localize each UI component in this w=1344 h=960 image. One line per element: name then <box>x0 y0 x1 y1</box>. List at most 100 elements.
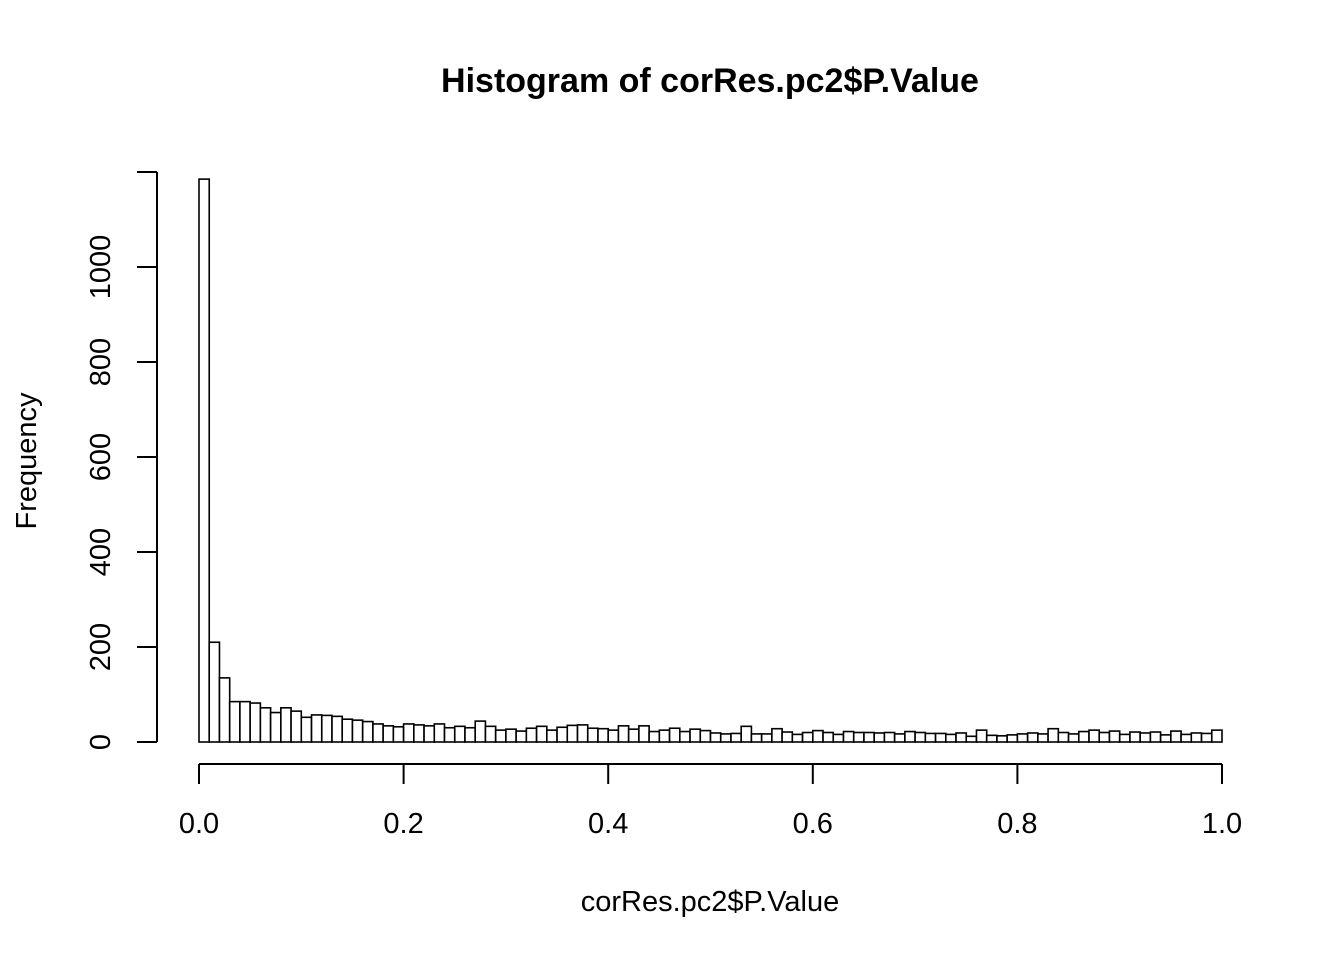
histogram-bar <box>198 178 211 743</box>
histogram-bar <box>1170 730 1182 743</box>
histogram-bar <box>679 730 691 743</box>
histogram-bar <box>750 733 763 743</box>
histogram-bar <box>505 728 517 743</box>
histogram-bar <box>832 733 845 743</box>
histogram-bar <box>1210 729 1223 743</box>
histogram-bar <box>719 733 732 743</box>
histogram-bar <box>546 729 558 743</box>
histogram-bar <box>1047 727 1060 743</box>
y-tick-label: 1000 <box>85 235 117 300</box>
x-tick-label: 1.0 <box>1202 808 1242 840</box>
histogram-bar <box>484 725 497 743</box>
histogram-bar <box>1118 733 1131 743</box>
histogram-bar <box>1006 734 1019 743</box>
histogram-bar <box>863 731 875 743</box>
histogram-bar <box>1159 734 1172 743</box>
y-tick-label: 0 <box>85 734 117 750</box>
histogram-bar <box>638 725 650 743</box>
histogram-bar <box>1088 729 1101 743</box>
x-tick-label: 0.4 <box>588 808 628 840</box>
histogram-bar <box>791 733 804 743</box>
histogram-bar <box>525 727 538 743</box>
histogram-bar <box>1139 732 1152 743</box>
histogram-bar <box>730 732 742 743</box>
histogram-bar <box>382 725 395 743</box>
histogram-bar <box>760 733 773 743</box>
histogram-bar <box>351 719 364 743</box>
y-tick-label: 600 <box>85 433 117 481</box>
histogram-bar <box>515 730 528 743</box>
histogram-bar <box>914 731 927 743</box>
histogram-bar <box>290 710 303 743</box>
y-tick-label: 200 <box>85 623 117 671</box>
histogram-bar <box>228 700 241 743</box>
histogram-bar <box>975 729 988 743</box>
histogram-bar <box>1200 732 1213 743</box>
x-tick-label: 0.0 <box>179 808 219 840</box>
histogram-bar <box>617 725 630 743</box>
y-axis: 0 200 400 600 800 1000 <box>85 171 158 750</box>
histogram-bar <box>1016 733 1029 743</box>
histogram-bars <box>198 178 1223 743</box>
histogram-bar <box>331 715 344 743</box>
histogram-bar <box>852 731 865 743</box>
histogram-bar <box>648 730 661 743</box>
histogram-bar <box>811 729 824 743</box>
histogram-bar <box>474 720 487 743</box>
y-axis-label: Frequency <box>11 392 43 530</box>
histogram-bar <box>1108 730 1121 743</box>
histogram-bar <box>361 720 374 743</box>
histogram-bar <box>924 732 937 743</box>
x-axis-label: corRes.pc2$P.Value <box>581 886 839 918</box>
histogram-bar <box>208 641 221 743</box>
histogram-bar <box>413 724 425 743</box>
histogram-bar <box>1180 733 1193 743</box>
histogram-bar <box>893 733 906 743</box>
chart-title: Histogram of corRes.pc2$P.Value <box>441 62 979 100</box>
histogram-bar <box>658 729 671 743</box>
histogram-bar <box>985 734 998 743</box>
histogram-bar <box>259 706 272 743</box>
histogram-bar <box>607 729 620 743</box>
histogram-bar <box>1037 733 1049 743</box>
histogram-bar <box>955 732 968 743</box>
histogram-bar <box>341 718 354 743</box>
histogram-bar <box>740 725 753 743</box>
histogram-bar <box>1057 731 1070 743</box>
histogram-bar <box>1077 730 1090 743</box>
histogram-bar <box>556 726 569 743</box>
histogram-bar <box>464 726 477 743</box>
histogram-bar <box>781 731 794 743</box>
histogram-bar <box>402 723 415 743</box>
histogram-bar <box>423 725 436 743</box>
x-tick-label: 0.2 <box>383 808 423 840</box>
y-tick-label: 400 <box>85 528 117 576</box>
histogram-bar <box>1026 732 1039 743</box>
histogram-bar <box>689 728 702 743</box>
histogram-bar <box>709 732 722 743</box>
histogram-bar <box>372 723 384 743</box>
histogram-bar <box>668 727 681 743</box>
histogram-bar <box>934 732 947 743</box>
histogram-bar <box>239 700 251 743</box>
histogram-bar <box>1129 731 1141 743</box>
histogram-bar <box>996 735 1008 743</box>
histogram-bar <box>433 723 446 743</box>
histogram-bar <box>280 706 292 743</box>
histogram-bar <box>597 727 609 743</box>
histogram-bar <box>801 731 814 743</box>
histogram-bar <box>965 735 978 743</box>
histogram-bar <box>494 729 507 743</box>
histogram-bar <box>320 714 333 743</box>
x-tick-label: 0.8 <box>997 808 1037 840</box>
histogram-bar <box>310 714 323 743</box>
histogram-bar <box>627 728 640 743</box>
histogram-bar <box>566 724 579 743</box>
histogram-bar <box>586 727 599 743</box>
histogram-bar <box>873 732 886 743</box>
histogram-bar <box>1067 733 1080 743</box>
histogram-bar <box>1098 731 1111 743</box>
histogram-bar <box>944 733 957 743</box>
x-axis: 0.0 0.2 0.4 0.6 0.8 1.0 <box>179 763 1242 840</box>
histogram-bar <box>453 725 466 743</box>
